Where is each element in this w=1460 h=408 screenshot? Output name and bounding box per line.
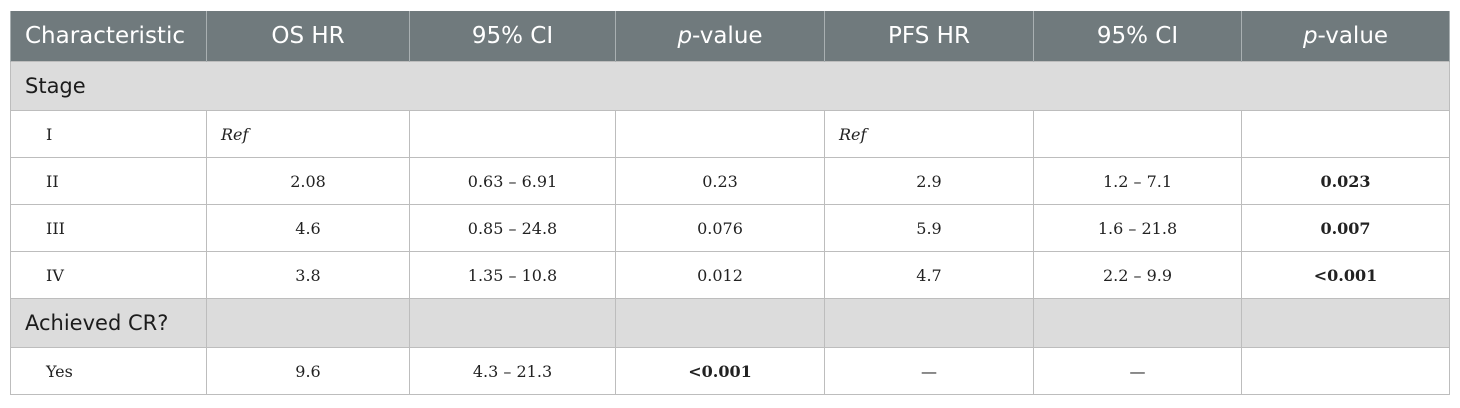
empty-cell: [409, 298, 616, 348]
pfs-p-cell: [1241, 110, 1450, 158]
os-hr-cell: 2.08: [206, 157, 410, 205]
os-hr-cell: 4.6: [206, 204, 410, 252]
os-ci-cell: 0.85 – 24.8: [409, 204, 616, 252]
section-row-achieved-cr: Achieved CR?: [10, 298, 1450, 348]
os-p-cell: 0.076: [615, 204, 825, 252]
row-label: I: [10, 110, 207, 158]
pfs-hr-cell: 4.7: [824, 251, 1034, 299]
header-p-rest: -value: [1317, 23, 1389, 49]
row-label: III: [10, 204, 207, 252]
pfs-ci-cell: —: [1033, 347, 1242, 395]
table-row: Yes 9.6 4.3 – 21.3 <0.001 — —: [10, 347, 1450, 395]
os-hr-cell: 3.8: [206, 251, 410, 299]
os-p-cell: <0.001: [615, 347, 825, 395]
os-hr-cell: 9.6: [206, 347, 410, 395]
os-hr-cell: Ref: [206, 110, 410, 158]
pfs-ci-cell: 1.6 – 21.8: [1033, 204, 1242, 252]
table-header-row: Characteristic OS HR 95% CI p-value PFS …: [10, 11, 1450, 62]
row-label: Yes: [10, 347, 207, 395]
header-p-rest: -value: [692, 23, 763, 49]
pfs-p-cell: 0.023: [1241, 157, 1450, 205]
pfs-hr-cell: 2.9: [824, 157, 1034, 205]
pfs-p-cell: 0.007: [1241, 204, 1450, 252]
section-label-stage: Stage: [10, 61, 1450, 111]
empty-cell: [206, 298, 410, 348]
hazard-ratio-table-container: Characteristic OS HR 95% CI p-value PFS …: [10, 11, 1450, 395]
pfs-hr-cell: 5.9: [824, 204, 1034, 252]
header-characteristic: Characteristic: [10, 11, 207, 62]
header-os-p-value: p-value: [615, 11, 825, 62]
empty-cell: [1033, 298, 1242, 348]
empty-cell: [824, 298, 1034, 348]
os-ci-cell: [409, 110, 616, 158]
table-row: III 4.6 0.85 – 24.8 0.076 5.9 1.6 – 21.8…: [10, 204, 1450, 252]
os-p-cell: 0.23: [615, 157, 825, 205]
header-p-italic: p: [677, 23, 693, 49]
table-row: IV 3.8 1.35 – 10.8 0.012 4.7 2.2 – 9.9 <…: [10, 251, 1450, 299]
os-p-cell: 0.012: [615, 251, 825, 299]
header-pfs-hr: PFS HR: [824, 11, 1034, 62]
hazard-ratio-table: Characteristic OS HR 95% CI p-value PFS …: [10, 11, 1450, 395]
pfs-p-cell: <0.001: [1241, 251, 1450, 299]
header-p-italic: p: [1302, 23, 1318, 49]
pfs-hr-cell: Ref: [824, 110, 1034, 158]
pfs-hr-cell: —: [824, 347, 1034, 395]
os-ci-cell: 4.3 – 21.3: [409, 347, 616, 395]
row-label: II: [10, 157, 207, 205]
pfs-ci-cell: 2.2 – 9.9: [1033, 251, 1242, 299]
os-ci-cell: 1.35 – 10.8: [409, 251, 616, 299]
header-pfs-ci: 95% CI: [1033, 11, 1242, 62]
header-os-hr: OS HR: [206, 11, 410, 62]
header-pfs-p-value: p-value: [1241, 11, 1450, 62]
row-label: IV: [10, 251, 207, 299]
table-row: I Ref Ref: [10, 110, 1450, 158]
section-label-achieved-cr: Achieved CR?: [10, 298, 207, 348]
pfs-ci-cell: [1033, 110, 1242, 158]
empty-cell: [615, 298, 825, 348]
pfs-ci-cell: 1.2 – 7.1: [1033, 157, 1242, 205]
os-p-cell: [615, 110, 825, 158]
section-row-stage: Stage: [10, 61, 1450, 111]
pfs-p-cell: [1241, 347, 1450, 395]
header-os-ci: 95% CI: [409, 11, 616, 62]
table-row: II 2.08 0.63 – 6.91 0.23 2.9 1.2 – 7.1 0…: [10, 157, 1450, 205]
os-ci-cell: 0.63 – 6.91: [409, 157, 616, 205]
empty-cell: [1241, 298, 1450, 348]
